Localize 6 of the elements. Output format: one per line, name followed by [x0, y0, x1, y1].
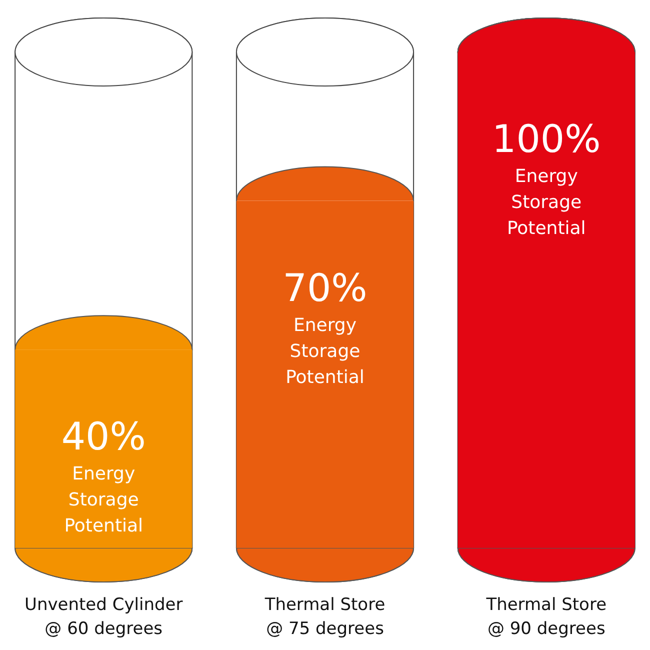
data-label: 40% Energy Storage Potential [61, 414, 146, 537]
x-tick-label: Thermal Store @ 75 degrees [264, 595, 386, 639]
x-tick-label: Thermal Store @ 90 degrees [485, 595, 607, 639]
x-tick-label: Unvented Cylinder @ 60 degrees [24, 595, 183, 639]
data-label: 100% Energy Storage Potential [492, 117, 601, 239]
data-label: 70% Energy Storage Potential [282, 266, 368, 388]
